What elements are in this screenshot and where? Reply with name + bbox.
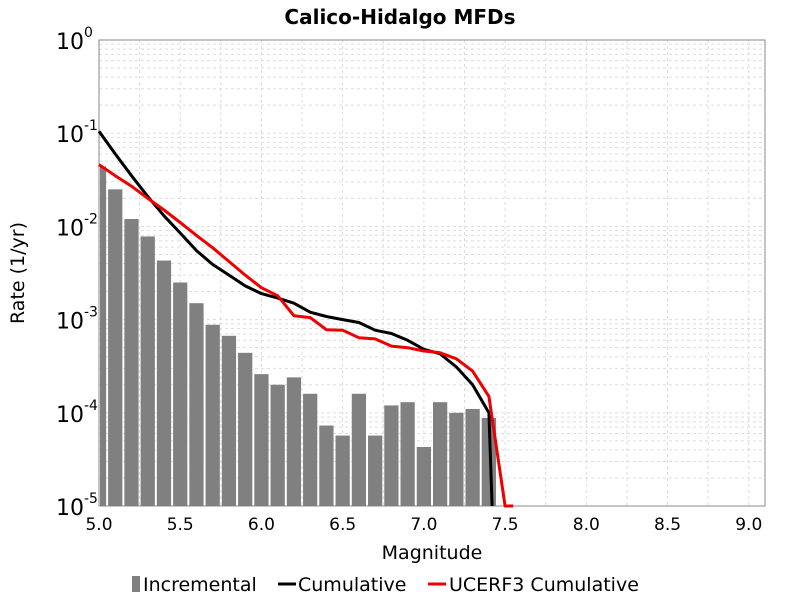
- incremental-bar: [140, 236, 155, 506]
- legend-label-ucerf3: UCERF3 Cumulative: [449, 574, 639, 596]
- incremental-bar: [238, 352, 253, 506]
- incremental-bar: [254, 374, 269, 506]
- legend: Incremental Cumulative UCERF3 Cumulative: [132, 574, 639, 596]
- incremental-bar: [400, 402, 415, 506]
- y-axis-label: Rate (1/yr): [7, 222, 29, 324]
- incremental-bar: [319, 425, 334, 506]
- incremental-bar: [108, 189, 123, 506]
- x-tick-label: 6.0: [248, 515, 275, 535]
- x-tick-label: 5.5: [167, 515, 194, 535]
- incremental-bar: [465, 408, 480, 506]
- plot-area: [98, 39, 766, 507]
- incremental-bar: [416, 446, 431, 506]
- legend-swatch-incremental: [132, 576, 140, 592]
- y-tick-label: 100: [56, 25, 93, 55]
- incremental-bar: [156, 260, 172, 506]
- incremental-bar: [351, 393, 367, 506]
- incremental-bar: [270, 384, 285, 506]
- chart-title: Calico-Hidalgo MFDs: [284, 5, 515, 29]
- x-tick-label: 7.0: [410, 515, 437, 535]
- incremental-bar: [173, 282, 188, 506]
- incremental-bar: [189, 303, 204, 506]
- incremental-bar: [286, 377, 302, 506]
- x-tick-label: 5.0: [85, 515, 112, 535]
- y-tick-label: 10-2: [56, 211, 98, 241]
- incremental-bar: [335, 435, 350, 506]
- incremental-bar: [384, 405, 399, 506]
- incremental-bar: [124, 219, 139, 506]
- legend-label-incremental: Incremental: [143, 574, 257, 596]
- x-tick-label: 8.5: [654, 515, 681, 535]
- incremental-bar: [449, 412, 464, 506]
- x-tick-label: 6.5: [329, 515, 356, 535]
- y-axis-ticks: 100 10-1 10-2 10-3 10-4 10-5: [56, 25, 98, 521]
- x-tick-label: 9.0: [735, 515, 762, 535]
- ucerf3-cumulative-line: [98, 163, 514, 508]
- x-tick-label: 7.5: [492, 515, 519, 535]
- x-axis-ticks: 5.0 5.5 6.0 6.5 7.0 7.5 8.0 8.5 9.0: [85, 515, 762, 535]
- incremental-bars: [100, 166, 496, 506]
- legend-label-cumulative: Cumulative: [298, 574, 406, 596]
- incremental-bar: [100, 166, 107, 506]
- x-axis-label: Magnitude: [382, 542, 483, 564]
- incremental-bar: [221, 335, 237, 506]
- y-tick-label: 10-5: [56, 491, 98, 521]
- incremental-bar: [205, 324, 220, 506]
- y-tick-label: 10-4: [56, 398, 98, 428]
- y-tick-label: 10-3: [56, 305, 98, 335]
- x-tick-label: 8.0: [573, 515, 600, 535]
- cumulative-lines: [97, 130, 514, 508]
- y-tick-label: 10-1: [56, 118, 98, 148]
- incremental-bar: [303, 393, 318, 506]
- incremental-bar: [368, 435, 383, 506]
- incremental-bar: [433, 402, 448, 506]
